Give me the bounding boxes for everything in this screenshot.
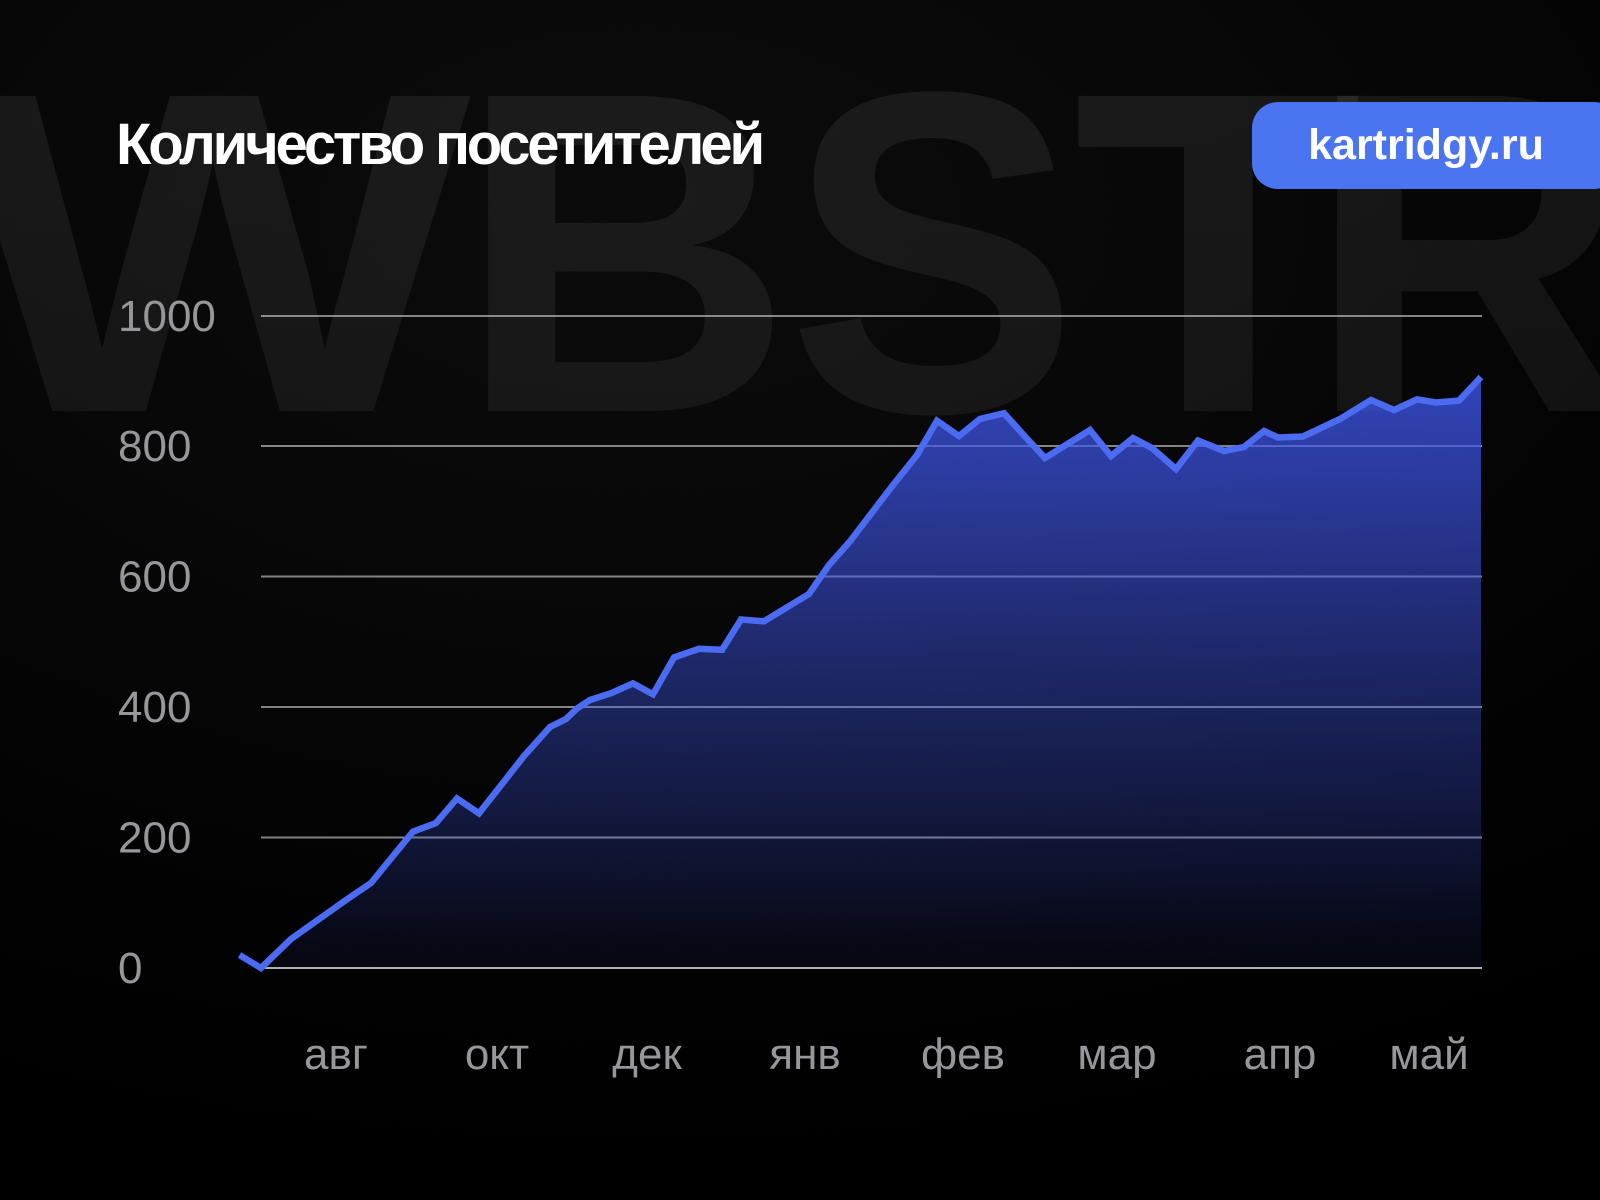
svg-text:1000: 1000 [118,292,216,341]
svg-text:200: 200 [118,814,191,863]
svg-text:600: 600 [118,553,191,602]
svg-text:авг: авг [304,1030,368,1079]
svg-text:0: 0 [118,944,142,993]
svg-text:фев: фев [921,1030,1005,1079]
svg-text:май: май [1389,1030,1468,1079]
svg-text:мар: мар [1077,1030,1156,1079]
svg-text:окт: окт [465,1030,529,1079]
svg-text:дек: дек [612,1030,682,1079]
svg-text:апр: апр [1244,1030,1317,1079]
svg-text:янв: янв [769,1030,841,1079]
svg-text:400: 400 [118,683,191,732]
svg-text:800: 800 [118,422,191,471]
